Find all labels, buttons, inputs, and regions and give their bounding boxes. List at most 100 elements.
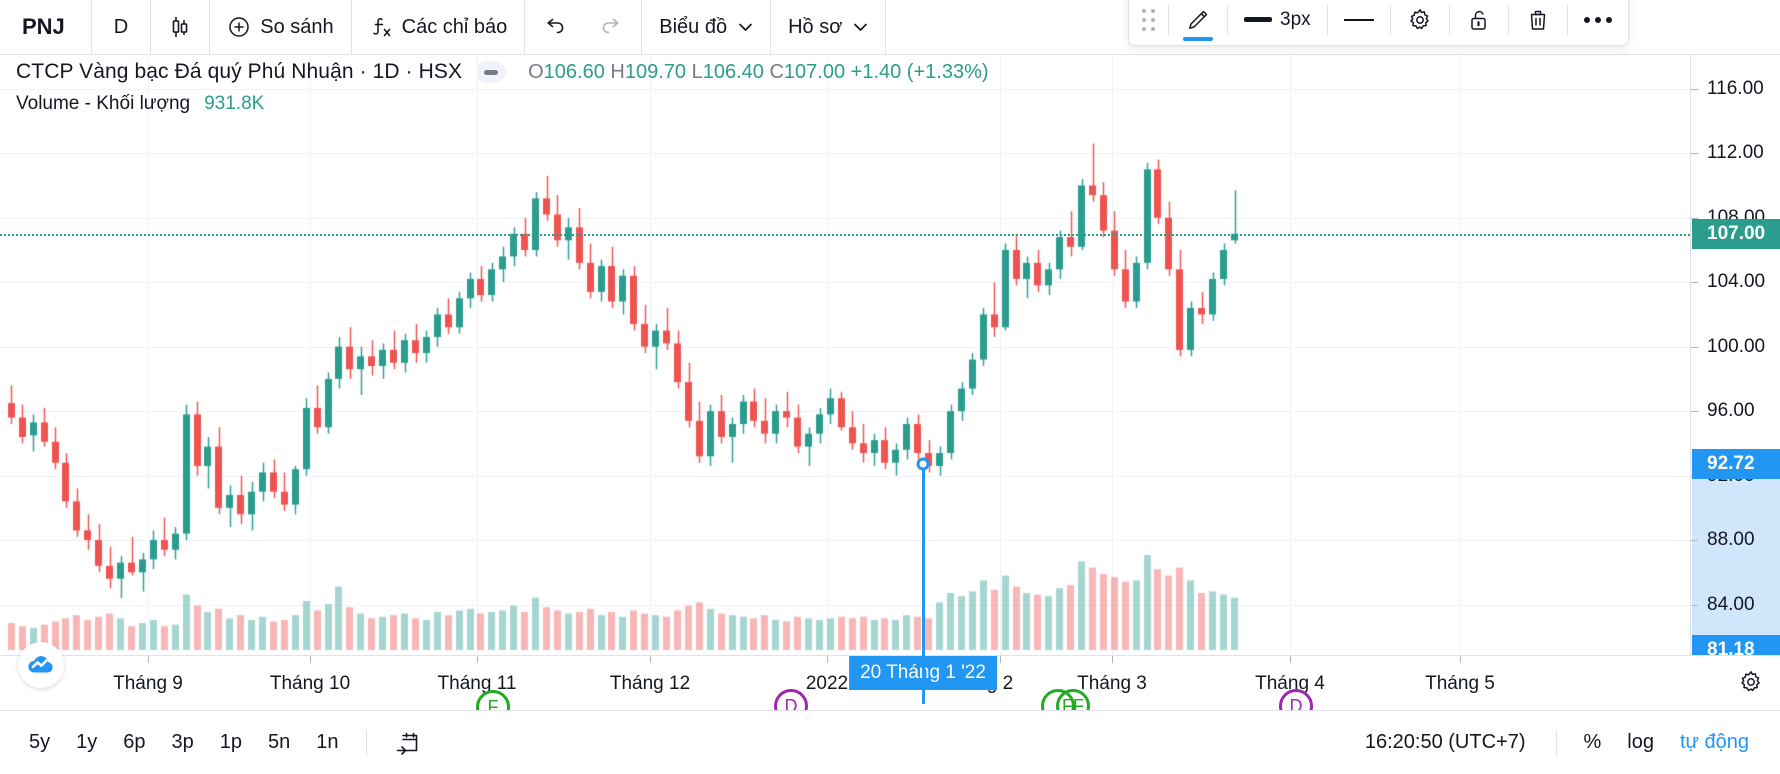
interval-button[interactable]: D [92, 0, 150, 55]
compare-button[interactable]: So sánh [210, 0, 350, 55]
pencil-tool-button[interactable] [1169, 0, 1227, 46]
range-button-6p[interactable]: 6p [123, 731, 146, 753]
calendar-goto-icon [394, 730, 422, 756]
time-tick-label: Tháng 10 [269, 673, 351, 694]
line-style-button[interactable] [1328, 0, 1390, 46]
percent-scale-button[interactable]: % [1583, 731, 1602, 753]
drawing-more-button[interactable] [1568, 0, 1628, 46]
drawing-toolbar-drag-handle[interactable] [1129, 0, 1168, 46]
candlestick-canvas[interactable] [0, 55, 1690, 710]
chevron-down-icon [738, 22, 753, 32]
price-tick [1691, 282, 1698, 284]
line-width-button[interactable]: 3px [1228, 0, 1327, 46]
time-tick-label: Tháng 11 [437, 673, 517, 694]
plus-circle-icon [227, 15, 251, 39]
fx-icon [369, 14, 393, 40]
dividend-marker-d1[interactable]: D [774, 689, 808, 710]
range-button-1n[interactable]: 1n [316, 731, 339, 753]
drawing-toolbar-divider [1566, 4, 1568, 35]
log-scale-button[interactable]: log [1627, 731, 1654, 753]
price-tick [1691, 411, 1698, 413]
earnings-marker-f2[interactable]: FF [1056, 689, 1090, 710]
undo-button[interactable] [525, 0, 583, 55]
drawing-toolbar-divider [1507, 4, 1509, 35]
price-tick [1691, 217, 1698, 219]
drawing-toolbar-divider [1227, 4, 1228, 35]
lock-drawing-button[interactable] [1450, 0, 1508, 46]
vertical-line-drawing[interactable] [922, 464, 925, 704]
toolbar-divider [770, 0, 772, 55]
last-price-badge[interactable]: 107.00 [1692, 218, 1780, 249]
time-tick-label: Tháng 5 [1425, 673, 1495, 694]
time-tick [310, 656, 311, 663]
time-tick-label: Tháng 3 [1077, 673, 1147, 694]
drawing-anchor-point[interactable] [916, 457, 930, 471]
line-width-label: 3px [1280, 8, 1311, 30]
marker-label: F [487, 696, 499, 711]
range-button-1p[interactable]: 1p [219, 731, 242, 753]
drawing-toolbar: 3px [1128, 0, 1629, 46]
time-tick-label: Tháng 9 [113, 673, 183, 694]
range-button-5y[interactable]: 5y [29, 731, 51, 753]
cloud-wave-logo-icon [26, 650, 56, 680]
price-tick [1691, 540, 1698, 542]
time-tick [827, 656, 828, 663]
selection-price-badge-top[interactable]: 92.72 [1692, 449, 1780, 479]
symbol-label: PNJ [22, 14, 65, 39]
price-tick [1691, 153, 1698, 155]
chart-menu-label: Biểu đồ [659, 15, 728, 38]
indicators-button[interactable]: Các chỉ báo [352, 0, 525, 55]
price-tick-label: 100.00 [1707, 335, 1766, 357]
chart-area[interactable]: F D FF D CTCP Vàng bạc Đá quý Phú Nhuận … [0, 55, 1780, 711]
range-button-3p[interactable]: 3p [171, 731, 194, 753]
price-axis[interactable]: 116.00112.00108.00104.00100.0096.0092.00… [1690, 55, 1780, 710]
time-tick [148, 656, 149, 663]
drawing-settings-button[interactable] [1391, 0, 1449, 46]
chart-settings-icon[interactable] [1738, 669, 1764, 695]
chart-logo-button[interactable] [18, 642, 64, 688]
candlestick-icon [167, 14, 193, 40]
unlock-icon [1466, 7, 1492, 33]
profile-menu-label: Hồ sơ [788, 15, 843, 38]
bottom-right-group: 16:20:50 (UTC+7) % log tự động [1349, 724, 1780, 761]
range-button-5n[interactable]: 5n [268, 731, 291, 753]
thick-line-icon [1244, 17, 1272, 22]
profile-menu-button[interactable]: Hồ sơ [771, 0, 885, 55]
price-tick-label: 84.00 [1707, 593, 1755, 615]
last-price-line [0, 233, 1690, 236]
trash-icon [1525, 7, 1551, 33]
symbol-button[interactable]: PNJ [0, 0, 91, 55]
marker-label: D [784, 695, 798, 711]
time-tick [477, 656, 478, 663]
price-tick-label: 96.00 [1707, 400, 1755, 422]
dividend-marker-d2[interactable]: D [1279, 689, 1313, 710]
chart-menu-button[interactable]: Biểu đồ [642, 0, 770, 55]
price-selection-highlight [1692, 464, 1780, 650]
time-tick-label: Tháng 12 [609, 673, 691, 694]
range-button-1y[interactable]: 1y [76, 731, 98, 753]
drawing-toolbar-divider [1389, 4, 1391, 35]
time-tick [1290, 656, 1291, 663]
drawing-toolbar-divider [1326, 4, 1328, 35]
earnings-marker-f1[interactable]: F [476, 690, 510, 710]
marker-label: D [1289, 695, 1303, 711]
hide-series-icon[interactable] [476, 61, 507, 83]
pencil-icon [1185, 7, 1211, 33]
time-tick [1112, 656, 1113, 663]
bottom-divider [365, 729, 367, 756]
goto-date-button[interactable] [381, 723, 435, 763]
delete-drawing-button[interactable] [1509, 0, 1567, 46]
toolbar-divider [209, 0, 211, 55]
redo-button[interactable] [583, 0, 641, 55]
auto-scale-button[interactable]: tự động [1680, 731, 1749, 753]
interval-label: D [113, 15, 129, 38]
chart-style-button[interactable] [151, 0, 209, 55]
ellipsis-icon [1583, 16, 1612, 23]
range-buttons-group: 5y 1y 6p 3p 1p 5n 1n [0, 724, 352, 761]
solid-line-icon [1343, 18, 1374, 21]
price-tick [1691, 88, 1698, 90]
time-tick [1460, 656, 1461, 663]
bottom-divider [1555, 729, 1557, 756]
chart-pane[interactable]: F D FF D CTCP Vàng bạc Đá quý Phú Nhuận … [0, 55, 1690, 710]
time-axis[interactable]: Tháng 9 Tháng 10 Tháng 11 Tháng 12 2022 g 2 Th… [0, 655, 1780, 710]
